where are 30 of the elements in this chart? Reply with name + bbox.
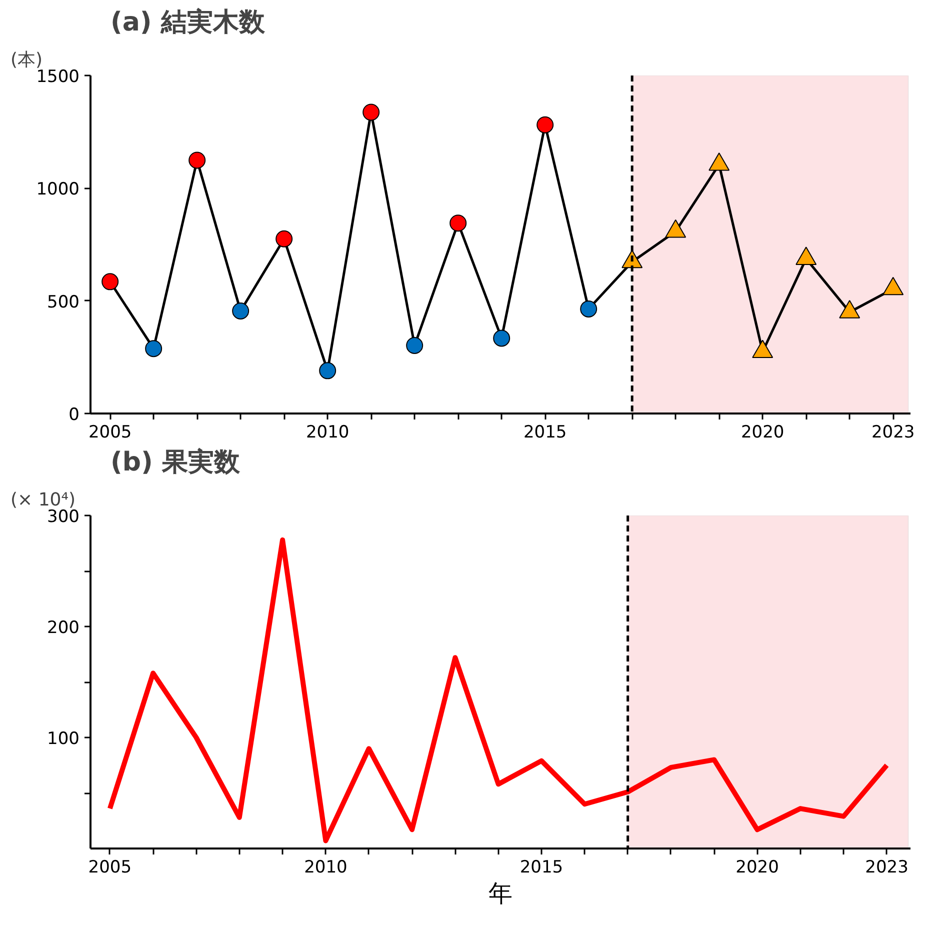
point bbox=[102, 273, 119, 290]
point bbox=[450, 214, 467, 232]
x-tick-label: 2005 bbox=[88, 422, 132, 442]
y-tick-label: 500 bbox=[47, 292, 80, 312]
point bbox=[536, 116, 554, 134]
x-axis-title: 年 bbox=[488, 880, 512, 908]
point bbox=[319, 362, 336, 380]
x-tick-label: 2010 bbox=[306, 422, 350, 442]
y-tick-label: 0 bbox=[68, 405, 80, 425]
chart-title: (a) 結実木数 bbox=[110, 8, 266, 38]
point bbox=[580, 300, 598, 318]
x-tick-label: 2010 bbox=[304, 858, 348, 878]
point bbox=[145, 340, 162, 358]
x-tick-label: 2015 bbox=[523, 422, 567, 442]
point bbox=[362, 104, 380, 121]
x-tick-label: 2005 bbox=[88, 858, 132, 878]
y-tick-label: 100 bbox=[47, 729, 80, 749]
point bbox=[406, 336, 424, 354]
point bbox=[276, 230, 293, 248]
y-tick-label: 200 bbox=[47, 618, 80, 638]
x-tick-label: 2020 bbox=[736, 858, 779, 878]
x-tick-label: 2015 bbox=[520, 858, 564, 878]
y-tick-label: 1000 bbox=[36, 180, 80, 200]
chart-title: (b) 果実数 bbox=[110, 448, 241, 478]
point bbox=[188, 152, 206, 169]
x-tick-label: 2023 bbox=[865, 858, 908, 878]
point bbox=[232, 302, 250, 320]
point bbox=[493, 330, 510, 347]
x-tick-label: 2020 bbox=[740, 422, 784, 442]
x-tick-label: 2023 bbox=[871, 422, 915, 442]
